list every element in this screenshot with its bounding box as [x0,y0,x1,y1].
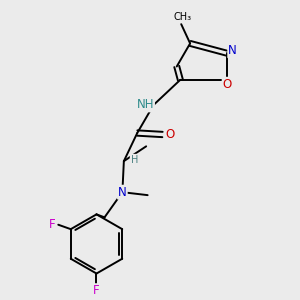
Text: O: O [223,78,232,91]
Text: N: N [228,44,237,57]
Text: CH₃: CH₃ [174,12,192,22]
Text: O: O [165,128,175,141]
Text: N: N [118,186,127,199]
Text: H: H [130,154,138,165]
Text: F: F [49,218,56,231]
Text: F: F [93,284,100,297]
Text: NH: NH [136,98,154,111]
